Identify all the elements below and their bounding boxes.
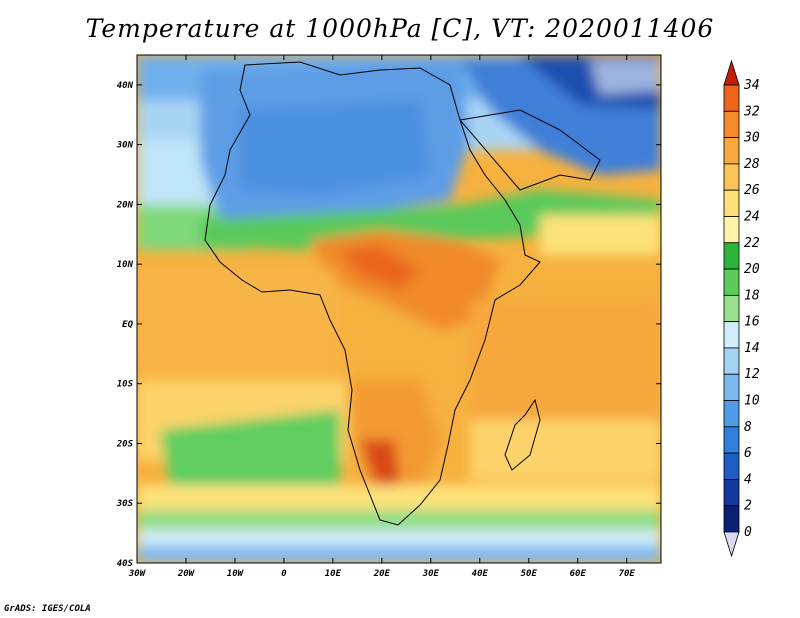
x-axis: 30W 20W 10W 0 10E 20E 30E 40E 50E 60E 70E bbox=[128, 55, 636, 579]
x-tick-label: 30W bbox=[128, 569, 147, 579]
colorbar-box bbox=[723, 163, 740, 191]
x-tick-label: 50E bbox=[521, 569, 538, 579]
colorbar-label: 26 bbox=[744, 183, 760, 198]
colorbar-box bbox=[723, 400, 740, 428]
colorbar-box bbox=[723, 347, 740, 375]
colorbar-box bbox=[723, 373, 740, 401]
colorbar-label: 34 bbox=[743, 78, 760, 93]
x-tick-label: 10W bbox=[227, 569, 245, 579]
colorbar-box bbox=[723, 110, 740, 138]
colorbar-box bbox=[723, 216, 740, 244]
colorbar-box bbox=[723, 242, 740, 270]
colorbar-label: 6 bbox=[744, 446, 752, 461]
x-tick-label: 40E bbox=[472, 569, 489, 579]
y-tick-label: EQ bbox=[122, 320, 133, 330]
colorbar-max-triangle bbox=[723, 59, 740, 86]
x-tick-label: 20W bbox=[177, 569, 196, 579]
colorbar-box bbox=[723, 479, 740, 507]
colorbar-box bbox=[723, 452, 740, 480]
grads-credit: GrADS: IGES/COLA bbox=[4, 604, 91, 614]
x-tick-label: 70E bbox=[619, 569, 636, 579]
x-tick-label: 10E bbox=[325, 569, 342, 579]
plot-frame bbox=[136, 54, 662, 564]
colorbar-label: 0 bbox=[744, 525, 752, 540]
y-tick-label: 10S bbox=[117, 380, 134, 390]
colorbar-box bbox=[723, 505, 740, 533]
map-title: Temperature at 1000hPa [C], VT: 20200114… bbox=[85, 14, 715, 43]
y-tick-label: 40S bbox=[117, 559, 134, 569]
x-tick-label: 60E bbox=[570, 569, 587, 579]
y-tick-label: 40N bbox=[117, 81, 134, 91]
colorbar-box bbox=[723, 137, 740, 165]
colorbar-label: 2 bbox=[744, 499, 752, 514]
colorbar-min-triangle bbox=[723, 531, 740, 558]
colorbar-box bbox=[723, 321, 740, 349]
temperature-field bbox=[137, 55, 661, 563]
y-tick-label: 20S bbox=[116, 439, 134, 449]
colorbar-label: 16 bbox=[744, 315, 760, 330]
colorbar-label: 28 bbox=[744, 157, 760, 172]
x-tick-label: 20E bbox=[373, 569, 391, 579]
colorbar-label: 14 bbox=[744, 341, 760, 356]
colorbar-label: 18 bbox=[744, 288, 760, 303]
colorbar-label: 4 bbox=[744, 472, 752, 487]
colorbar-label: 10 bbox=[744, 394, 760, 409]
x-tick-label: 0 bbox=[281, 569, 287, 579]
y-tick-label: 30S bbox=[116, 499, 134, 509]
colorbar-label: 20 bbox=[744, 262, 760, 277]
y-axis: 40N 30N 20N 10N EQ 10S 20S 30S 40S bbox=[116, 81, 661, 569]
colorbar-label: 12 bbox=[744, 367, 760, 382]
x-tick-label: 30E bbox=[422, 569, 440, 579]
colorbar-label: 22 bbox=[744, 236, 760, 251]
colorbar-label: 32 bbox=[743, 104, 760, 119]
colorbar-box bbox=[723, 84, 740, 112]
colorbar-box bbox=[723, 189, 740, 217]
colorbar-label: 8 bbox=[744, 420, 752, 435]
y-tick-label: 10N bbox=[117, 260, 134, 270]
y-tick-label: 30N bbox=[116, 141, 134, 151]
colorbar-label: 30 bbox=[743, 131, 760, 146]
colorbar-box bbox=[723, 294, 740, 323]
colorbar-box bbox=[723, 268, 740, 296]
colorbar-label: 24 bbox=[744, 209, 760, 224]
coastlines bbox=[204, 61, 601, 526]
colorbar-box bbox=[723, 426, 740, 454]
y-tick-label: 20N bbox=[116, 200, 134, 210]
